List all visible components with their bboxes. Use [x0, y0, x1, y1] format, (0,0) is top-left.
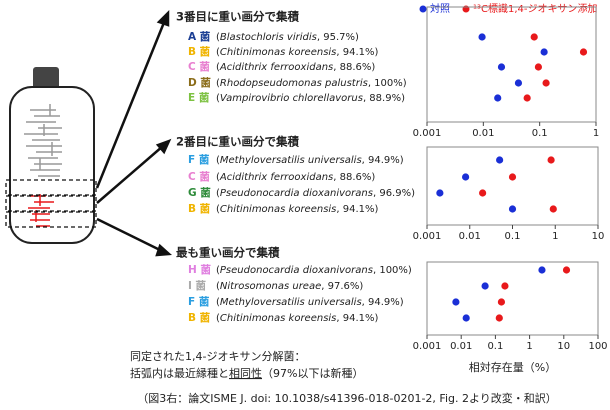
- x-tick-label: 1: [593, 128, 599, 139]
- arrows: [95, 9, 173, 257]
- taxon-tag: E 菌: [188, 91, 210, 104]
- taxon-detail: (Methyloversatilis universalis, 94.9%): [216, 297, 404, 308]
- data-point: [494, 94, 502, 102]
- x-tick-label: 1: [526, 341, 532, 352]
- data-point: [579, 48, 588, 56]
- data-point: [549, 205, 557, 213]
- panel-title: 2番目に重い画分で集積: [176, 135, 300, 149]
- data-point: [534, 63, 543, 71]
- taxon-detail: (Nitrosomonas ureae, 97.6%): [216, 281, 363, 292]
- legend-marker: [419, 5, 427, 13]
- data-point: [495, 314, 503, 322]
- data-point: [540, 48, 548, 56]
- taxon-tag: H 菌: [188, 263, 211, 276]
- data-point: [436, 189, 444, 197]
- x-tick-label: 0.1: [532, 128, 548, 139]
- fraction-boxes: [5, 179, 97, 228]
- x-axis-label: 相対存在量（%）: [469, 360, 556, 374]
- tube-diagram: [5, 9, 173, 257]
- data-point: [452, 298, 460, 306]
- taxon-detail: (Chitinimonas koreensis, 94.1%): [216, 47, 379, 58]
- plot-frame: [426, 6, 597, 123]
- tube-cap: [33, 67, 59, 89]
- x-tick-label: 0.1: [487, 341, 503, 352]
- taxon-detail: (Blastochloris viridis, 95.7%): [216, 32, 359, 43]
- caption: （図3右：論文ISME J. doi: 10.1038/s41396-018-0…: [137, 391, 557, 405]
- x-tick-label: 0.001: [413, 341, 442, 352]
- taxon-tag: F 菌: [188, 153, 210, 166]
- taxon-detail: (Pseudonocardia dioxanivorans, 100%): [216, 265, 412, 276]
- data-point: [508, 173, 517, 181]
- data-point: [462, 314, 470, 322]
- data-point: [501, 282, 509, 290]
- taxon-detail: (Methyloversatilis universalis, 94.9%): [216, 155, 404, 166]
- data-point: [542, 79, 550, 87]
- panel-title: 最も重い画分で集積: [176, 246, 280, 260]
- legend-label: ¹³C標識1,4-ジオキサン添加: [473, 2, 598, 15]
- x-tick-label: 10: [557, 341, 570, 352]
- tube: [9, 86, 95, 244]
- taxon-tag: B 菌: [188, 311, 211, 324]
- x-tick-label: 0.01: [472, 128, 494, 139]
- data-point: [530, 33, 538, 41]
- data-point: [497, 298, 506, 306]
- taxon-tag: B 菌: [188, 45, 211, 58]
- data-point: [479, 189, 487, 197]
- taxon-tag: A 菌: [188, 30, 211, 43]
- legend: 対照 ¹³C標識1,4-ジオキサン添加: [419, 2, 598, 15]
- plot-frame: [426, 146, 599, 226]
- taxon-detail: (Pseudonocardia dioxanivorans, 96.9%): [216, 188, 415, 199]
- taxon-detail: (Chitinimonas koreensis, 94.1%): [216, 313, 379, 324]
- data-point: [478, 33, 486, 41]
- taxon-tag: B 菌: [188, 202, 211, 215]
- taxon-tag: C 菌: [188, 60, 210, 73]
- data-point: [481, 282, 489, 290]
- note: 括弧内は最近縁種と相同性（97%以下は新種）: [130, 366, 363, 380]
- note-part: （97%以下は新種）: [262, 366, 363, 380]
- taxon-tag: I 菌: [188, 279, 207, 292]
- taxon-detail: (Rhodopseudomonas palustris, 100%): [216, 78, 407, 89]
- data-point: [508, 205, 517, 213]
- x-tick-label: 0.001: [413, 231, 442, 242]
- x-tick-label: 10: [592, 231, 605, 242]
- taxon-tag: G 菌: [188, 186, 211, 199]
- taxon-detail: (Chitinimonas koreensis, 94.1%): [216, 204, 379, 215]
- data-point: [562, 266, 571, 274]
- x-tick-label: 0.01: [450, 341, 472, 352]
- x-tick-label: 0.1: [505, 231, 521, 242]
- data-point: [462, 173, 470, 181]
- taxon-detail: (Acidithrix ferrooxidans, 88.6%): [216, 62, 375, 73]
- x-tick-label: 1: [552, 231, 558, 242]
- data-point: [497, 63, 506, 71]
- data-point: [547, 156, 555, 164]
- data-point: [496, 156, 504, 164]
- plot-frame: [426, 261, 599, 336]
- taxon-tag: C 菌: [188, 170, 210, 183]
- data-point: [538, 266, 546, 274]
- x-tick-label: 0.01: [459, 231, 481, 242]
- data-point: [523, 94, 531, 102]
- legend-label: 対照: [430, 2, 450, 15]
- note-part: 相同性: [229, 366, 262, 380]
- x-tick-label: 0.001: [413, 128, 442, 139]
- note: 同定された1,4-ジオキサン分解菌：: [130, 349, 305, 363]
- panel-title: 3番目に重い画分で集積: [176, 10, 300, 24]
- note-part: 括弧内は最近縁種と: [130, 366, 229, 380]
- x-tick-label: 100: [588, 341, 607, 352]
- data-point: [514, 79, 523, 87]
- taxon-detail: (Vampirovibrio chlorellavorus, 88.9%): [216, 93, 405, 104]
- taxon-tag: F 菌: [188, 295, 210, 308]
- gradient-marks: [24, 104, 62, 177]
- taxon-detail: (Acidithrix ferrooxidans, 88.6%): [216, 172, 375, 183]
- taxon-tag: D 菌: [188, 76, 211, 89]
